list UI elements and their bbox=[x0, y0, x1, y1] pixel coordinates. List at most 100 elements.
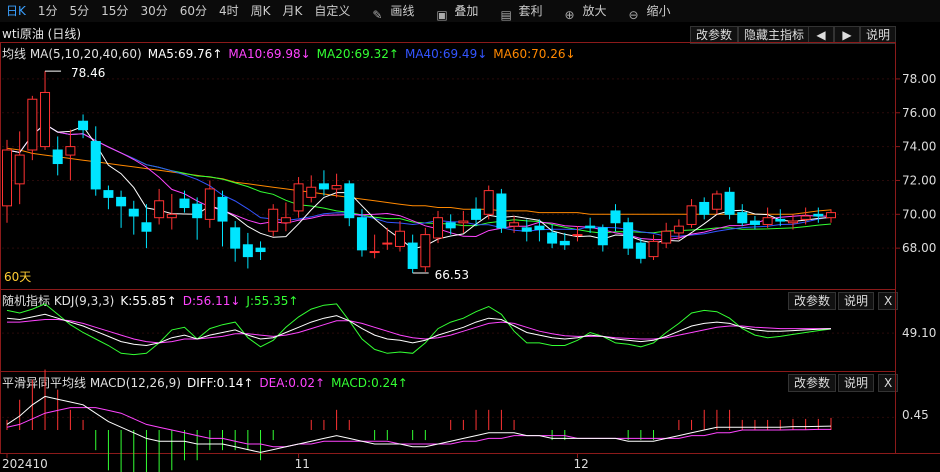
kdj_legend-item: 随机指标 KDJ(9,3,3) bbox=[2, 294, 115, 308]
candle-body bbox=[813, 213, 824, 217]
candle-body bbox=[179, 198, 190, 209]
candle-body bbox=[166, 213, 177, 219]
candle-body bbox=[382, 242, 393, 245]
candle-body bbox=[192, 203, 203, 219]
macd-params-button[interactable]: 改参数 bbox=[788, 374, 837, 392]
period-0[interactable]: 日K bbox=[6, 4, 26, 18]
candle-body bbox=[433, 217, 444, 239]
tool-layers[interactable]: ▣ 叠加 bbox=[430, 0, 484, 22]
kdj_legend-item: J:55.35↑ bbox=[246, 294, 299, 308]
macd-dea-line bbox=[6, 407, 831, 448]
ma20-line bbox=[6, 123, 832, 234]
candle-body bbox=[597, 227, 608, 246]
x-tick-label: 11 bbox=[295, 457, 310, 471]
candle-body bbox=[635, 242, 646, 259]
candle-body bbox=[686, 205, 697, 225]
tool-zoom-out[interactable]: ⊖ 缩小 bbox=[622, 0, 676, 22]
period-5[interactable]: 60分 bbox=[179, 4, 207, 18]
main_legend-item: 均线 MA(5,10,20,40,60) bbox=[2, 47, 142, 61]
ma10-line bbox=[6, 123, 832, 241]
kdj-k-line bbox=[6, 313, 832, 347]
main_legend-item: MA60:70.26↓ bbox=[493, 47, 576, 61]
period-3[interactable]: 15分 bbox=[101, 4, 129, 18]
candle-body bbox=[318, 183, 329, 190]
tool-briefcase[interactable]: ▤ 套利 bbox=[494, 0, 548, 22]
macd-last-value: 0.45 bbox=[902, 408, 929, 422]
candle-body bbox=[154, 200, 165, 219]
candle-body bbox=[293, 183, 304, 212]
tool-pencil[interactable]: ✎ 画线 bbox=[366, 0, 420, 22]
macd-diff-line bbox=[6, 395, 832, 453]
title-bar: wti原油 (日线) bbox=[0, 24, 940, 42]
arrow-right-icon[interactable]: ▶ bbox=[834, 26, 860, 44]
candle-body bbox=[509, 222, 520, 227]
y-tick-label: 68.00 bbox=[902, 241, 936, 255]
hide-main-indicator-button[interactable]: 隐藏主指标 bbox=[738, 26, 811, 44]
panel-frame-0 bbox=[0, 42, 896, 290]
candle-body bbox=[331, 185, 342, 190]
change-params-button[interactable]: 改参数 bbox=[690, 26, 739, 44]
candle-body bbox=[306, 186, 317, 198]
kdj-help-button[interactable]: 说明 bbox=[838, 292, 875, 310]
kdj-params-button[interactable]: 改参数 bbox=[788, 292, 837, 310]
arrow-left-icon[interactable]: ◀ bbox=[808, 26, 834, 44]
kdj-last-value: 49.10 bbox=[902, 326, 937, 340]
y-tick-label: 78.00 bbox=[902, 72, 936, 86]
candle-body bbox=[534, 225, 545, 231]
candle-body bbox=[369, 251, 380, 254]
candle-body bbox=[116, 196, 127, 207]
candle-body bbox=[445, 222, 456, 229]
candle-body bbox=[547, 232, 558, 244]
candle-body bbox=[52, 149, 63, 165]
candle-body bbox=[787, 220, 798, 224]
kdj-close-button[interactable]: X bbox=[878, 292, 899, 310]
period-7[interactable]: 周K bbox=[250, 4, 271, 18]
candle-body bbox=[724, 191, 735, 215]
main_legend-item: MA20:69.32↑ bbox=[316, 47, 399, 61]
y-tick-label: 76.00 bbox=[902, 106, 936, 120]
macd_legend-item: DIFF:0.14↑ bbox=[186, 376, 254, 390]
candle-body bbox=[255, 247, 266, 253]
period-8[interactable]: 月K bbox=[282, 4, 303, 18]
kdj-d-line bbox=[7, 319, 832, 344]
candle-body bbox=[242, 244, 253, 258]
zoom-out-icon: ⊖ bbox=[628, 8, 639, 22]
period-1[interactable]: 1分 bbox=[37, 4, 58, 18]
candle-body bbox=[2, 149, 12, 207]
period-6[interactable]: 4时 bbox=[219, 4, 239, 18]
tool-zoom-in[interactable]: ⊕ 放大 bbox=[558, 0, 612, 22]
candle-body bbox=[496, 193, 507, 229]
macd_legend-item: MACD:0.24↑ bbox=[331, 376, 408, 390]
candle-body bbox=[483, 190, 494, 215]
period-4[interactable]: 30分 bbox=[140, 4, 168, 18]
macd-close-button[interactable]: X bbox=[878, 374, 899, 392]
tool-label: 画线 bbox=[390, 4, 415, 18]
macd-help-button[interactable]: 说明 bbox=[838, 374, 875, 392]
high-label: 78.46 bbox=[71, 66, 105, 80]
candle-body bbox=[826, 212, 836, 219]
candle-body bbox=[280, 217, 291, 224]
macd_legend-item: DEA:0.02↑ bbox=[259, 376, 326, 390]
tool-label: 缩小 bbox=[646, 4, 671, 18]
period-2[interactable]: 5分 bbox=[69, 4, 90, 18]
candle-body bbox=[90, 141, 101, 190]
x-tick-label: 202410 bbox=[2, 457, 48, 471]
help-button[interactable]: 说明 bbox=[860, 26, 897, 44]
period-9[interactable]: 自定义 bbox=[314, 4, 351, 18]
candle-body bbox=[661, 230, 672, 244]
low-label: 66.53 bbox=[435, 268, 469, 282]
candle-body bbox=[356, 217, 367, 251]
candle-body bbox=[737, 212, 748, 224]
kdj-legend: 随机指标 KDJ(9,3,3) K:55.85↑ D:56.11↓ J:55.35↑ bbox=[2, 292, 304, 309]
zoom-in-icon: ⊕ bbox=[564, 8, 575, 22]
main_legend-item: MA40:69.49↓ bbox=[404, 47, 488, 61]
candle-body bbox=[344, 183, 355, 219]
candle-body bbox=[762, 217, 773, 225]
candle-body bbox=[648, 240, 659, 258]
layers-icon: ▣ bbox=[436, 8, 448, 22]
candle-body bbox=[471, 208, 482, 220]
main_legend-item: MA5:69.76↑ bbox=[147, 47, 223, 61]
candle-body bbox=[559, 240, 570, 246]
y-tick-label: 70.00 bbox=[902, 207, 936, 221]
